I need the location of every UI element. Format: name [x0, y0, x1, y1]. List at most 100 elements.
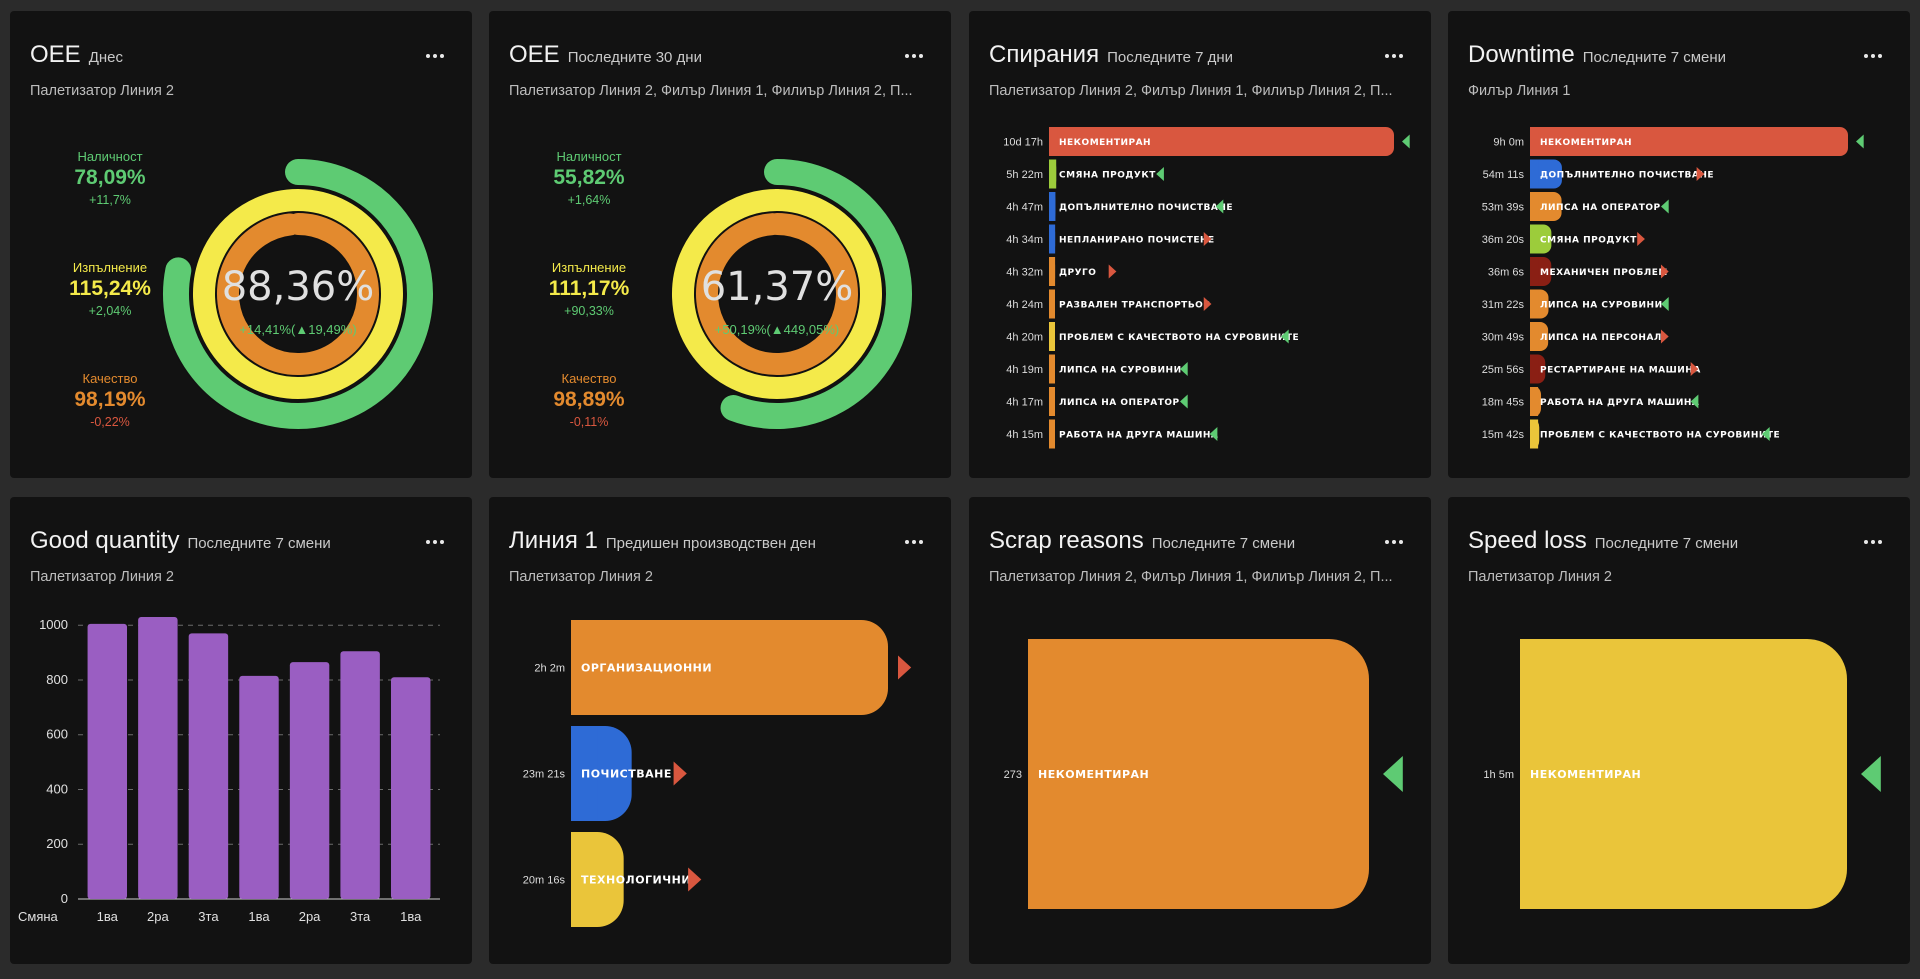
more-menu-icon[interactable] — [1864, 49, 1882, 63]
trend-down-icon — [1402, 134, 1410, 149]
performance-label: Изпълнение — [72, 260, 148, 275]
bar-value-label: 1h 5m — [1483, 769, 1514, 781]
bar-left-edge — [1049, 127, 1058, 156]
performance-ring — [672, 189, 882, 399]
card-title-text: Спирания — [989, 41, 1100, 68]
card-title: Спирания Последните 7 дни — [989, 41, 1233, 69]
x-tick-label: 2ра — [299, 909, 321, 924]
trend-down-icon — [1660, 199, 1669, 214]
good-quantity-card: Good quantity Последните 7 смени Палетиза… — [10, 497, 472, 964]
trend-down-icon — [1179, 394, 1188, 409]
bar-category-label: РЕСТАРТИРАНЕ НА МАШИНА — [1540, 365, 1701, 375]
scrap-bar-chart: 273 НЕКОМЕНТИРАН — [1004, 639, 1403, 909]
bar[interactable] — [1520, 639, 1847, 909]
bar-value-label: 4h 17m — [1006, 397, 1043, 409]
performance-metric: Изпълнение 111,17% +90,33% — [529, 260, 649, 318]
speed-loss-card: Speed loss Последните 7 смени Палетизатор… — [1448, 497, 1910, 964]
more-menu-icon[interactable] — [426, 49, 444, 63]
trend-up-icon — [1203, 232, 1212, 246]
bar-category-label: НЕКОМЕНТИРАН — [1540, 138, 1632, 148]
bar-left-edge — [1530, 127, 1539, 156]
trend-down-icon — [1383, 756, 1403, 792]
downtime-bar-chart: 9h 0m НЕКОМЕНТИРАН 54m 11s ДОПЪЛНИТЕЛНО ПОЧ… — [1482, 127, 1864, 449]
bar[interactable] — [1049, 127, 1394, 156]
bar-left-edge — [571, 620, 598, 715]
good-quantity-bar-chart: 0 200 400 600 800 1000 1ва 2ра 3та 1ва 2ра 3та 1ва См… — [18, 617, 440, 924]
more-menu-icon[interactable] — [426, 535, 444, 549]
card-title: Speed loss Последните 7 смени — [1468, 527, 1738, 555]
more-menu-icon[interactable] — [1864, 535, 1882, 549]
bar-left-edge — [1049, 159, 1057, 189]
quality-value: 98,89% — [553, 388, 625, 411]
trend-down-icon — [1690, 394, 1699, 409]
quality-label: Качество — [82, 371, 138, 386]
performance-delta: +2,04% — [88, 304, 132, 318]
trend-down-icon — [1761, 427, 1770, 441]
scrap-card: Scrap reasons Последните 7 смени Палетиза… — [969, 497, 1431, 964]
bar-category-label: СМЯНА ПРОДУКТ — [1540, 235, 1637, 245]
bar-category-label: ПРОБЛЕМ С КАЧЕСТВОТО НА СУРОВИНИТЕ — [1059, 333, 1299, 343]
bar[interactable] — [289, 662, 330, 899]
bar-category-label: ЛИПСА НА ПЕРСОНАЛ — [1540, 333, 1662, 343]
downtime-card: Downtime Последните 7 смени Филър Линия 1… — [1448, 11, 1910, 478]
quality-ring — [696, 213, 858, 375]
bar-category-label: ЛИПСА НА СУРОВИНИ — [1059, 365, 1182, 375]
bar[interactable] — [138, 617, 178, 899]
bar[interactable] — [1028, 639, 1369, 909]
more-menu-icon[interactable] — [905, 49, 923, 63]
card-title: Downtime Последните 7 смени — [1468, 41, 1726, 69]
bar-left-edge — [1049, 387, 1055, 416]
x-axis-label: Смяна — [18, 909, 59, 924]
card-title-text: Линия 1 — [509, 527, 598, 554]
bar[interactable] — [1530, 127, 1848, 156]
x-tick-label: 1ва — [97, 909, 119, 924]
stops-bar-chart: 10d 17h НЕКОМЕНТИРАН 5h 22m СМЯНА ПРОДУКТ 4h… — [1003, 127, 1410, 449]
card-title: OEE Последните 30 дни — [509, 41, 702, 69]
quality-value: 98,19% — [74, 388, 146, 411]
availability-ring — [163, 159, 433, 429]
quality-ring — [217, 213, 379, 375]
bar[interactable] — [340, 651, 380, 899]
y-tick-label: 600 — [46, 727, 68, 742]
bar[interactable] — [239, 675, 279, 899]
bar-value-label: 36m 6s — [1488, 267, 1525, 279]
bar-category-label: НЕКОМЕНТИРАН — [1038, 768, 1149, 781]
card-period: Последните 30 дни — [567, 49, 702, 66]
x-tick-label: 2ра — [147, 909, 169, 924]
trend-up-icon — [1637, 232, 1645, 246]
oee-center-delta: +14,41%(▲19,49%) — [239, 322, 356, 337]
bar[interactable] — [571, 620, 888, 715]
bar-left-edge — [1530, 192, 1539, 221]
bar-category-label: ПОЧИСТВАНЕ — [581, 768, 672, 781]
bar-left-edge — [1530, 257, 1539, 286]
more-menu-icon[interactable] — [1385, 535, 1403, 549]
trend-down-icon — [1660, 297, 1669, 311]
bar-category-label: ТЕХНОЛОГИЧНИ — [581, 874, 691, 887]
bar[interactable] — [188, 633, 229, 899]
bar-left-edge — [1530, 354, 1539, 384]
y-tick-label: 0 — [61, 891, 68, 906]
more-menu-icon[interactable] — [1385, 49, 1403, 63]
bar-category-label: РАБОТА НА ДРУГА МАШИНА — [1059, 430, 1218, 440]
trend-down-icon — [1209, 427, 1218, 441]
bar-left-edge — [1530, 224, 1539, 254]
bar-value-label: 30m 49s — [1482, 332, 1525, 344]
oee-30-card: OEE Последните 30 дни Палетизатор Линия 2… — [489, 11, 951, 478]
bar[interactable] — [390, 677, 431, 899]
line1-card: Линия 1 Предишен производствен ден Палети… — [489, 497, 951, 964]
bar-left-edge — [1049, 289, 1055, 319]
availability-value: 78,09% — [74, 166, 146, 189]
more-menu-icon[interactable] — [905, 535, 923, 549]
card-title: Scrap reasons Последните 7 смени — [989, 527, 1295, 555]
card-period: Предишен производствен ден — [605, 535, 816, 552]
trend-down-icon — [1280, 329, 1289, 344]
card-title: Good quantity Последните 7 смени — [30, 527, 331, 555]
bar-value-label: 4h 19m — [1006, 364, 1043, 376]
bar-category-label: НЕПЛАНИРАНО ПОЧИСТЕНЕ — [1059, 235, 1215, 245]
bar-value-label: 25m 56s — [1482, 364, 1525, 376]
bar-value-label: 4h 24m — [1006, 299, 1043, 311]
oee-center-delta: +50,19%(▲449,05%) — [715, 322, 840, 337]
bar[interactable] — [87, 623, 128, 899]
bar-category-label: РАБОТА НА ДРУГА МАШИНА — [1540, 398, 1699, 408]
